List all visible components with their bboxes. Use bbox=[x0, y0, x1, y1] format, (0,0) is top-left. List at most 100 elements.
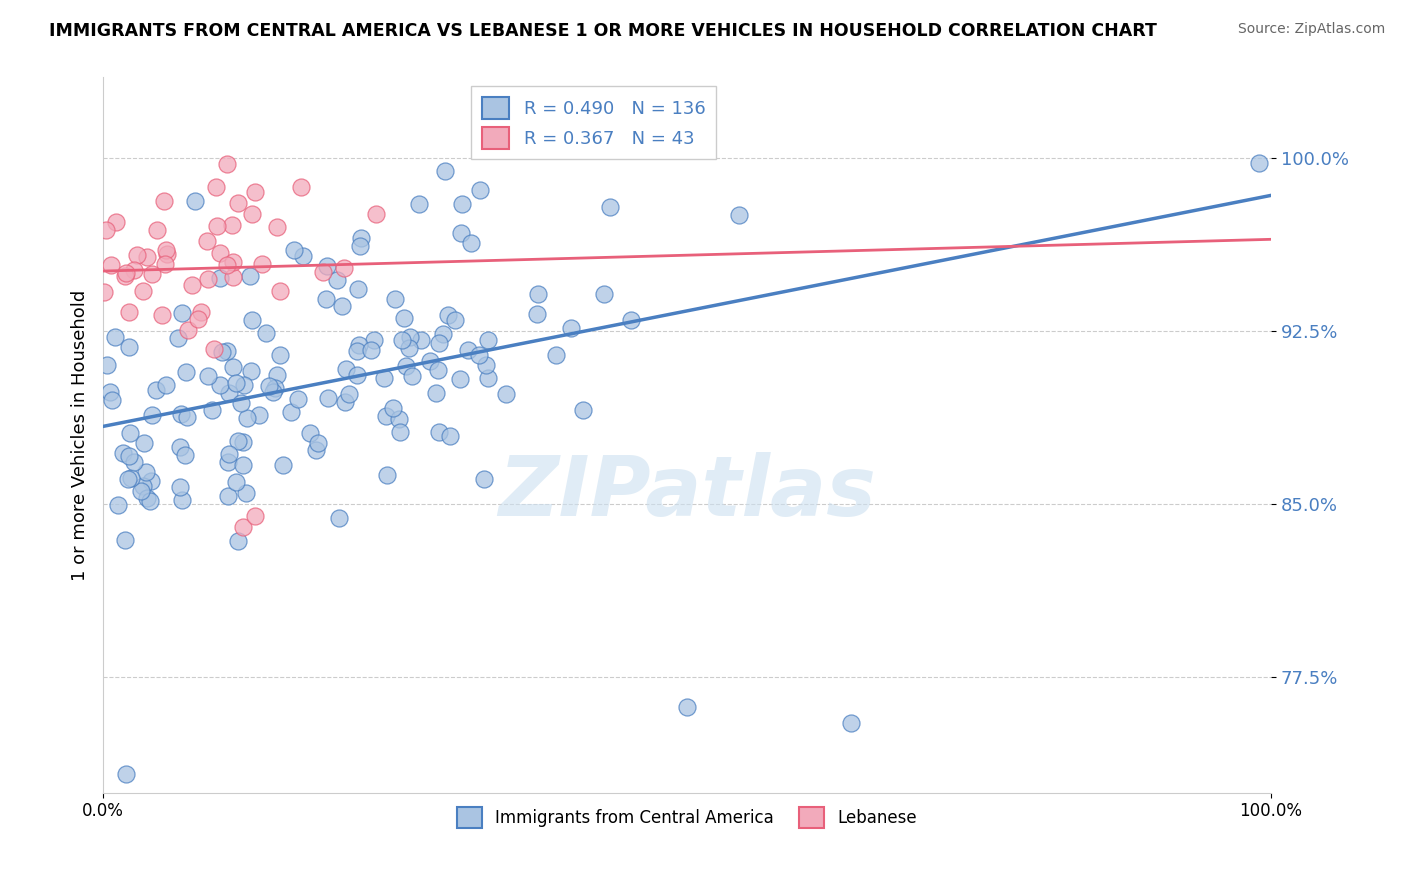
Point bbox=[408, 197, 430, 211]
Point bbox=[395, 359, 418, 373]
Point bbox=[197, 271, 219, 285]
Point bbox=[201, 402, 224, 417]
Point bbox=[172, 493, 194, 508]
Point bbox=[472, 472, 495, 486]
Point bbox=[312, 265, 335, 279]
Point bbox=[132, 479, 155, 493]
Point bbox=[427, 425, 450, 439]
Point bbox=[346, 282, 368, 296]
Point bbox=[398, 341, 420, 355]
Point bbox=[114, 269, 136, 284]
Point bbox=[243, 508, 266, 523]
Point bbox=[419, 353, 441, 368]
Point bbox=[115, 767, 138, 781]
Point bbox=[450, 226, 472, 240]
Point bbox=[104, 215, 127, 229]
Point bbox=[468, 348, 491, 362]
Point bbox=[221, 360, 243, 375]
Point bbox=[299, 425, 322, 440]
Point bbox=[546, 348, 568, 362]
Point bbox=[599, 200, 621, 214]
Point bbox=[202, 342, 225, 356]
Point bbox=[120, 425, 142, 440]
Point bbox=[475, 358, 498, 372]
Point bbox=[217, 259, 239, 273]
Point bbox=[226, 534, 249, 549]
Point bbox=[190, 305, 212, 319]
Point bbox=[104, 330, 127, 344]
Point bbox=[114, 533, 136, 548]
Text: Source: ZipAtlas.com: Source: ZipAtlas.com bbox=[1237, 22, 1385, 37]
Point bbox=[211, 345, 233, 359]
Point bbox=[391, 333, 413, 347]
Point bbox=[477, 333, 499, 347]
Point bbox=[495, 387, 517, 401]
Point bbox=[381, 401, 404, 416]
Point bbox=[117, 471, 139, 485]
Point bbox=[132, 436, 155, 450]
Point bbox=[349, 231, 371, 245]
Point bbox=[360, 343, 382, 357]
Point bbox=[118, 341, 141, 355]
Point bbox=[269, 284, 291, 298]
Point bbox=[264, 381, 287, 395]
Point bbox=[169, 480, 191, 494]
Text: IMMIGRANTS FROM CENTRAL AMERICA VS LEBANESE 1 OR MORE VEHICLES IN HOUSEHOLD CORR: IMMIGRANTS FROM CENTRAL AMERICA VS LEBAN… bbox=[49, 22, 1157, 40]
Point bbox=[169, 440, 191, 454]
Point bbox=[316, 391, 339, 405]
Point bbox=[232, 458, 254, 473]
Point bbox=[131, 484, 153, 499]
Point bbox=[167, 331, 190, 345]
Point bbox=[222, 254, 245, 268]
Point bbox=[243, 186, 266, 200]
Point bbox=[388, 425, 411, 439]
Point bbox=[217, 490, 239, 504]
Point bbox=[236, 411, 259, 425]
Point bbox=[477, 371, 499, 385]
Point bbox=[439, 429, 461, 443]
Point bbox=[434, 164, 457, 178]
Point bbox=[231, 396, 253, 410]
Point bbox=[155, 377, 177, 392]
Point bbox=[373, 371, 395, 385]
Point bbox=[136, 250, 159, 264]
Point bbox=[135, 491, 157, 506]
Point bbox=[257, 378, 280, 392]
Point bbox=[250, 256, 273, 270]
Point bbox=[176, 365, 198, 379]
Point bbox=[221, 218, 243, 232]
Point bbox=[470, 184, 492, 198]
Point bbox=[120, 471, 142, 485]
Point bbox=[138, 494, 160, 508]
Point bbox=[174, 448, 197, 462]
Point bbox=[226, 196, 249, 211]
Point bbox=[152, 308, 174, 322]
Point bbox=[426, 363, 449, 377]
Point bbox=[325, 273, 347, 287]
Point bbox=[125, 247, 148, 261]
Point bbox=[449, 372, 471, 386]
Point bbox=[388, 412, 411, 426]
Point bbox=[292, 249, 315, 263]
Point bbox=[443, 313, 465, 327]
Point bbox=[307, 436, 329, 450]
Point bbox=[489, 125, 512, 139]
Point bbox=[184, 194, 207, 209]
Point bbox=[269, 348, 291, 362]
Point bbox=[205, 219, 228, 233]
Point bbox=[337, 386, 360, 401]
Point bbox=[266, 220, 288, 235]
Point bbox=[197, 369, 219, 384]
Point bbox=[181, 277, 204, 292]
Point bbox=[153, 257, 176, 271]
Point bbox=[560, 321, 582, 335]
Point bbox=[328, 510, 350, 524]
Point bbox=[225, 376, 247, 390]
Point bbox=[363, 334, 385, 348]
Point bbox=[384, 292, 406, 306]
Point bbox=[240, 207, 263, 221]
Point bbox=[145, 383, 167, 397]
Point bbox=[330, 299, 353, 313]
Point bbox=[333, 395, 356, 409]
Point bbox=[141, 409, 163, 423]
